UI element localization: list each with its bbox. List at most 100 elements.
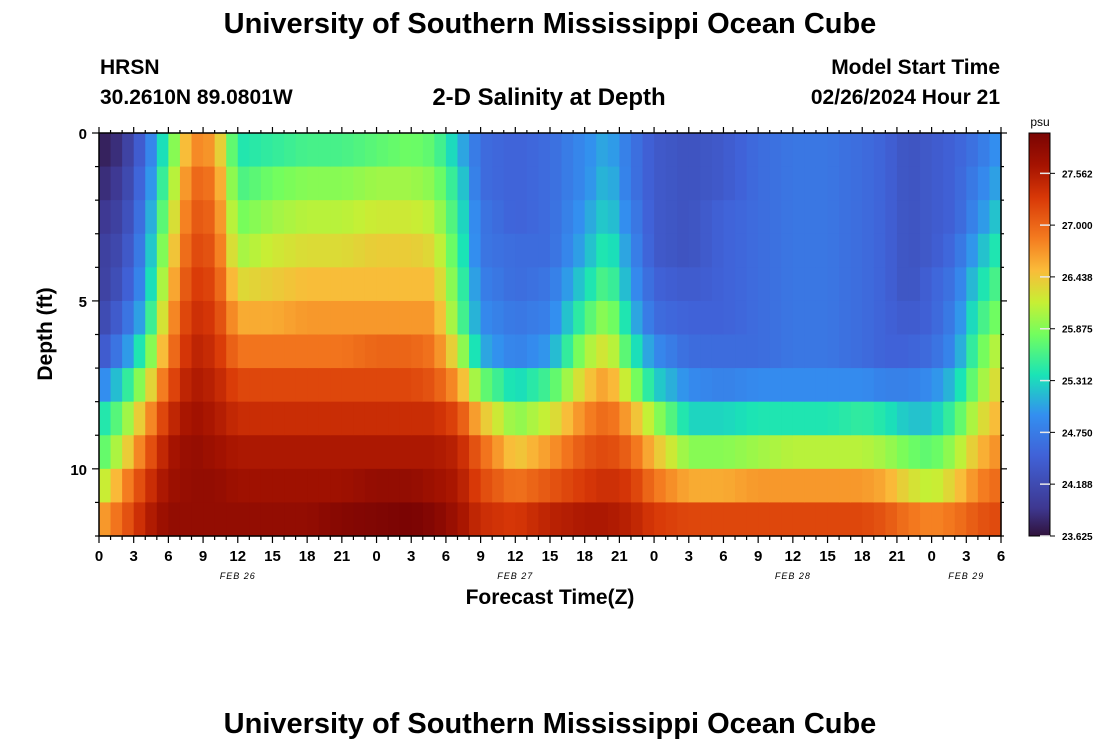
heatmap-cell (364, 300, 378, 336)
heatmap-cell (272, 166, 285, 201)
heatmap-cell (850, 368, 863, 403)
heatmap-cell (804, 133, 817, 168)
heatmap-cell (827, 502, 840, 537)
heatmap-cell (723, 334, 736, 369)
heatmap-cell (607, 267, 620, 302)
heatmap-cell (538, 502, 551, 537)
heatmap-cell (99, 233, 112, 268)
heatmap-cell (815, 133, 829, 168)
heatmap-cell (619, 502, 632, 537)
heatmap-cell (573, 233, 586, 268)
colorbar-label: 24.188 (1062, 480, 1093, 491)
heatmap-cell (943, 468, 956, 504)
heatmap-cell (179, 368, 193, 403)
x-tick-label: 6 (164, 548, 172, 565)
heatmap-cell (156, 300, 169, 336)
heatmap-cell (920, 435, 933, 470)
heatmap-cell (318, 267, 331, 302)
heatmap-cell (526, 133, 540, 168)
heatmap-cell (226, 401, 239, 436)
heatmap-cell (318, 502, 331, 537)
heatmap-cell (931, 267, 944, 302)
heatmap-cell (122, 435, 135, 470)
heatmap-cell (422, 233, 435, 268)
heatmap-cell (792, 300, 806, 336)
heatmap-cell (156, 368, 169, 403)
heatmap-cell (492, 133, 505, 168)
heatmap-cell (839, 468, 852, 504)
heatmap-cell (584, 133, 597, 168)
heatmap-cell (723, 435, 736, 470)
heatmap-cell (758, 200, 771, 235)
heatmap-cell (145, 468, 158, 504)
heatmap-cell (145, 435, 158, 470)
heatmap-cell (399, 267, 412, 302)
heatmap-cell (966, 133, 979, 168)
heatmap-cell (642, 401, 655, 436)
x-tick-label: 6 (997, 548, 1005, 565)
heatmap-cell (873, 401, 886, 436)
heatmap-cell (226, 368, 239, 403)
heatmap-cell (191, 468, 204, 504)
heatmap-cell (642, 200, 655, 235)
heatmap-cell (353, 133, 366, 168)
heatmap-cell (260, 233, 274, 268)
heatmap-cell (839, 300, 852, 336)
heatmap-cell (260, 166, 274, 201)
heatmap-cell (492, 334, 505, 369)
heatmap-cell (133, 334, 146, 369)
heatmap-cell (249, 368, 262, 403)
heatmap-cell (654, 502, 667, 537)
heatmap-cell (908, 368, 921, 403)
heatmap-cell (550, 267, 563, 302)
heatmap-cell (735, 133, 748, 168)
heatmap-cell (920, 502, 933, 537)
heatmap-cell (364, 233, 378, 268)
heatmap-cell (896, 300, 910, 336)
heatmap-cell (469, 133, 482, 168)
heatmap-cell (781, 200, 794, 235)
heatmap-cell (226, 233, 239, 268)
heatmap-cell (885, 334, 898, 369)
heatmap-cell (804, 200, 817, 235)
heatmap-cell (457, 133, 470, 168)
heatmap-cell (318, 334, 331, 369)
x-tick-label: 6 (719, 548, 727, 565)
heatmap-cell (110, 502, 123, 537)
heatmap-cell (99, 435, 112, 470)
heatmap-cell (839, 233, 852, 268)
heatmap-cell (145, 166, 158, 201)
heatmap-cell (781, 468, 794, 504)
heatmap-cell (364, 468, 378, 504)
heatmap-cell (827, 468, 840, 504)
colorbar-label: 23.625 (1062, 532, 1093, 543)
heatmap-cell (99, 468, 112, 504)
heatmap-cell (341, 133, 355, 168)
heatmap-cell (723, 401, 736, 436)
heatmap-cell (584, 200, 597, 235)
heatmap-cell (920, 368, 933, 403)
heatmap-cell (341, 502, 355, 537)
heatmap-cell (561, 468, 574, 504)
heatmap-cell (110, 133, 123, 168)
heatmap-cell (260, 468, 274, 504)
heatmap-cell (503, 468, 516, 504)
heatmap-cell (746, 468, 759, 504)
heatmap-cell (284, 200, 297, 235)
heatmap-cell (284, 300, 297, 336)
heatmap-cell (179, 267, 193, 302)
heatmap-cell (411, 435, 424, 470)
heatmap-cell (376, 300, 389, 336)
heatmap-cell (781, 401, 794, 436)
heatmap-cell (758, 300, 771, 336)
heatmap-cell (307, 300, 320, 336)
heatmap-cell (307, 368, 320, 403)
heatmap-cell (179, 401, 193, 436)
heatmap-cell (168, 468, 181, 504)
heatmap-cell (376, 468, 389, 504)
heatmap-cell (711, 133, 725, 168)
heatmap-cell (411, 133, 424, 168)
heatmap-cell (110, 300, 123, 336)
heatmap-cell (284, 233, 297, 268)
heatmap-cell (110, 401, 123, 436)
